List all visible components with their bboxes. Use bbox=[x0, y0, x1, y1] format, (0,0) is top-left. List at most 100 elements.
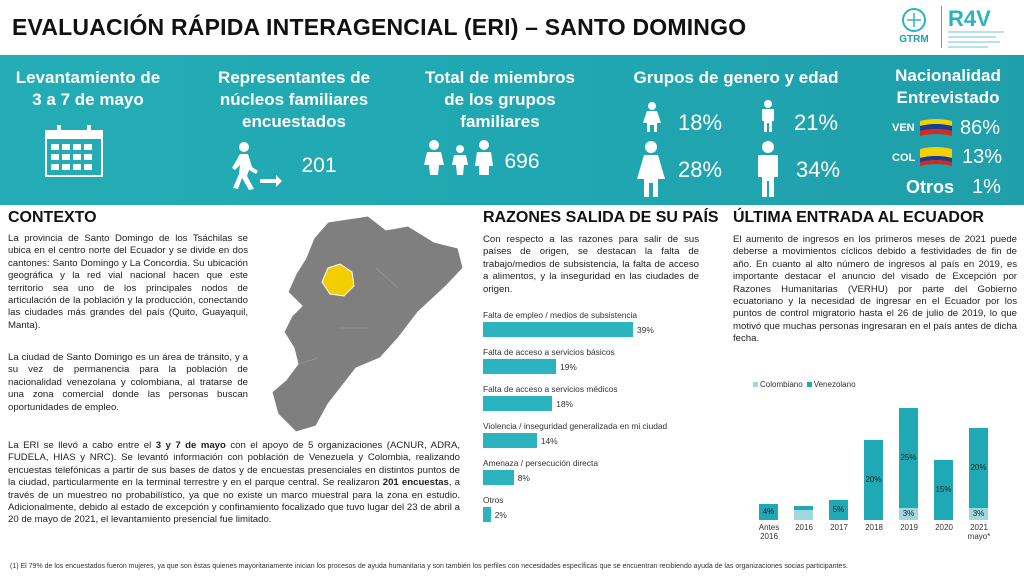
members-block: Total de miembros de los grupos familiar… bbox=[402, 67, 598, 133]
nationality-title1: Nacionalidad bbox=[895, 66, 1001, 85]
bar-value-label: 14% bbox=[540, 436, 558, 446]
column-venezolano bbox=[829, 500, 848, 520]
bar bbox=[483, 322, 633, 337]
walking-person-icon bbox=[228, 141, 282, 191]
p3-part-e: , a través de un muestreo no probabilíst… bbox=[8, 477, 460, 526]
others-percent: 1% bbox=[972, 176, 1001, 198]
column-venezolano bbox=[934, 460, 953, 520]
legend-swatch bbox=[753, 382, 758, 387]
bar bbox=[483, 359, 557, 374]
legend-label: Colombiano bbox=[760, 380, 803, 389]
summary-banner: Levantamiento de 3 a 7 de mayo Represent… bbox=[0, 55, 1024, 205]
column-venezolano bbox=[759, 504, 778, 520]
column-value-label: 3% bbox=[972, 509, 985, 518]
bar-value-label: 18% bbox=[556, 399, 573, 409]
column-colombiano bbox=[794, 510, 813, 520]
venezuela-flag-icon bbox=[920, 118, 952, 138]
bar-category-label: Amenaza / persecución directa bbox=[483, 458, 598, 468]
bar-category-label: Falta de empleo / medios de subsistencia bbox=[483, 310, 638, 320]
x-tick-label: 2016 bbox=[795, 523, 813, 532]
column-venezolano bbox=[794, 506, 813, 510]
bar bbox=[483, 396, 553, 411]
man-icon bbox=[752, 141, 784, 197]
col-percent: 13% bbox=[962, 146, 1003, 168]
column-value-label: 20% bbox=[970, 463, 987, 472]
col-label: COL bbox=[892, 152, 916, 164]
x-tick-label: 2018 bbox=[865, 523, 883, 532]
contexto-paragraph-3: La ERI se llevó a cabo entre el 3 y 7 de… bbox=[8, 440, 460, 527]
groups-title: Grupos de genero y edad bbox=[633, 68, 839, 87]
girl-percent: 18% bbox=[678, 110, 723, 135]
representatives-line1: Representantes de bbox=[217, 68, 371, 87]
bar-category-label: Falta de acceso a servicios médicos bbox=[483, 384, 618, 394]
bar-category-label: Falta de acceso a servicios básicos bbox=[483, 347, 615, 357]
calendar-icon bbox=[45, 125, 103, 177]
members-value: 696 bbox=[504, 150, 540, 173]
man-percent: 34% bbox=[796, 157, 841, 182]
others-label: Otros bbox=[906, 177, 955, 197]
svg-text:GTRM: GTRM bbox=[899, 34, 928, 45]
contexto-paragraph-2: La ciudad de Santo Domingo es un área de… bbox=[8, 352, 248, 413]
bar-value-label: 8% bbox=[517, 473, 530, 483]
bar-value-label: 39% bbox=[637, 325, 654, 335]
x-tick-label: 2020 bbox=[935, 523, 953, 532]
razones-bar-chart: Falta de empleo / medios de subsistencia… bbox=[483, 310, 713, 532]
gtrm-logo: GTRM bbox=[890, 4, 938, 50]
boy-percent: 21% bbox=[794, 110, 839, 135]
column-value-label: 15% bbox=[935, 485, 952, 494]
x-tick-label: 2017 bbox=[830, 523, 848, 532]
family-icon bbox=[424, 139, 496, 175]
footnote: (1) El 79% de los encuestados fueron muj… bbox=[10, 563, 848, 570]
contexto-title: CONTEXTO bbox=[8, 209, 97, 226]
ultima-column-chart: Colombiano Venezolano 4% Antes 2016 2016 5% 20… bbox=[733, 380, 1019, 552]
logo-divider bbox=[941, 6, 942, 48]
column-colombiano bbox=[969, 508, 988, 520]
boy-icon bbox=[758, 100, 778, 132]
p3-surveys-bold: 201 encuestas bbox=[382, 477, 449, 489]
svg-text:R4V: R4V bbox=[948, 6, 991, 31]
bar bbox=[483, 470, 514, 485]
members-line2: de los grupos bbox=[444, 90, 556, 109]
p3-part-a: La ERI se llevó a cabo entre el bbox=[8, 440, 156, 451]
nationality-title2: Entrevistado bbox=[896, 88, 1000, 107]
razones-text: Con respecto a las razones para salir de… bbox=[483, 234, 699, 295]
x-tick-label: 2021 mayo* bbox=[967, 523, 991, 541]
members-line3: familiares bbox=[460, 112, 540, 131]
girl-icon bbox=[642, 102, 662, 132]
survey-line1: Levantamiento de bbox=[15, 68, 161, 87]
bar-value-label: 2% bbox=[494, 510, 507, 520]
survey-dates: Levantamiento de 3 a 7 de mayo bbox=[8, 67, 168, 111]
representatives-line2: núcleos familiares bbox=[219, 90, 369, 109]
contexto-paragraph-1: La provincia de Santo Domingo de los Tsá… bbox=[8, 233, 248, 331]
bar-category-label: Violencia / inseguridad generalizada en … bbox=[483, 421, 668, 431]
column-value-label: 25% bbox=[900, 453, 917, 462]
chart-legend: Colombiano Venezolano bbox=[753, 380, 860, 389]
members-line1: Total de miembros bbox=[425, 68, 575, 87]
ven-percent: 86% bbox=[960, 117, 1001, 139]
column-venezolano bbox=[899, 408, 918, 508]
woman-icon bbox=[636, 141, 666, 197]
p3-part-c: con el apoyo de 5 organizaciones (ACNUR,… bbox=[8, 440, 461, 489]
representatives-line3: encuestados bbox=[242, 112, 346, 131]
column-value-label: 4% bbox=[762, 507, 775, 516]
x-tick-label: Antes 2016 bbox=[758, 523, 780, 541]
ecuador-map bbox=[258, 208, 468, 436]
representatives-value: 201 bbox=[301, 154, 337, 177]
column-value-label: 20% bbox=[865, 475, 882, 484]
legend-label: Venezolano bbox=[813, 380, 856, 389]
ven-label: VEN bbox=[892, 122, 915, 134]
column-venezolano bbox=[969, 428, 988, 508]
razones-title: RAZONES SALIDA DE SU PAÍS bbox=[483, 209, 719, 226]
woman-percent: 28% bbox=[678, 157, 723, 182]
nationality-title: Nacionalidad Entrevistado bbox=[878, 65, 1018, 109]
legend-swatch bbox=[806, 382, 812, 387]
column-venezolano bbox=[864, 440, 883, 520]
page-title: EVALUACIÓN RÁPIDA INTERAGENCIAL (ERI) – … bbox=[12, 14, 747, 40]
survey-line2: 3 a 7 de mayo bbox=[32, 90, 144, 109]
r4v-logo: R4V bbox=[946, 4, 1020, 50]
representatives-block: Representantes de núcleos familiares enc… bbox=[196, 67, 392, 133]
bar bbox=[483, 507, 491, 522]
column-colombiano bbox=[899, 508, 918, 520]
ultima-title: ÚLTIMA ENTRADA AL ECUADOR bbox=[733, 209, 984, 226]
p3-dates-bold: 3 y 7 de mayo bbox=[155, 440, 226, 451]
